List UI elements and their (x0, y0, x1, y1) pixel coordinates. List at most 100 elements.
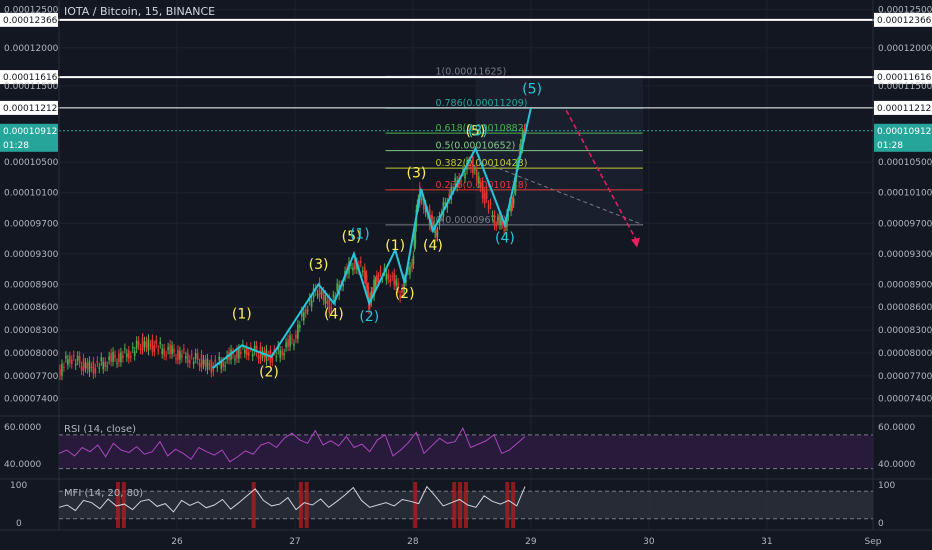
candle-body (489, 203, 492, 205)
candle-body (202, 359, 205, 365)
candle-body (257, 355, 260, 360)
candle-body (129, 356, 132, 358)
projection-dashed-line[interactable] (478, 160, 644, 226)
rsi-right-lower-label: 40.0000 (878, 460, 915, 470)
mfi-label: MFI (14, 20, 80) (64, 488, 143, 499)
x-tick-label: 28 (407, 537, 419, 547)
candle-body (210, 359, 213, 373)
candle-body (519, 143, 522, 154)
candle-body (157, 349, 160, 351)
y-tick-label-left: 0.00008000 (4, 349, 59, 359)
candle-body (370, 291, 373, 302)
candle-body (318, 282, 321, 298)
candle-body (297, 324, 299, 339)
fibonacci-retracement[interactable]: 1(0.00011625) 0.786(0.00011209) 0.618(0.00… (385, 66, 643, 226)
projection-arrow-head (631, 237, 641, 248)
wave-label-yellow: (5) (342, 229, 362, 245)
candle-body (376, 275, 378, 283)
wave-label-cyan: (1) (350, 227, 370, 243)
y-tick-label-right: 0.00010100 (878, 189, 932, 199)
fib-level-label: 0(0.00009679) (435, 215, 506, 226)
level-price-tag (0, 100, 58, 115)
candle-body (412, 256, 415, 265)
mfi-overbought-marker (304, 482, 309, 528)
candle-body (74, 363, 77, 366)
candle-body (271, 356, 274, 362)
candle-body (495, 225, 498, 227)
candle-body (116, 362, 118, 364)
y-tick-label-left: 0.00010500 (4, 158, 59, 168)
candle-body (149, 344, 152, 346)
level-price-tag (874, 100, 932, 115)
candle-body (497, 218, 499, 221)
candle-body (403, 278, 405, 293)
mfi-line[interactable] (58, 485, 526, 513)
candle-body (59, 368, 61, 376)
candle-body (393, 273, 396, 286)
candle-body (82, 358, 85, 372)
candle-body (420, 198, 423, 201)
projection-arrow-line[interactable] (565, 109, 638, 242)
rsi-panel[interactable] (58, 426, 873, 470)
candle-body (350, 264, 352, 266)
y-tick-label-right: 0.00011500 (878, 82, 932, 92)
candle-body (389, 278, 392, 283)
candle-body (336, 283, 339, 291)
horizontal-levels[interactable]: 0.00012366 0.00012366 0.00011616 0.00011616… (0, 12, 932, 152)
candle-body (108, 356, 110, 360)
rsi-line[interactable] (58, 426, 526, 463)
candle-body (137, 340, 140, 346)
candle-body (481, 181, 484, 199)
candle-body (143, 341, 146, 348)
candle-body (76, 355, 79, 361)
candle-body (479, 182, 482, 188)
elliott-wave-path[interactable] (211, 107, 532, 370)
candle-body (433, 220, 435, 223)
candle-body (491, 214, 494, 217)
mfi-left-upper-label: 100 (10, 481, 27, 491)
fib-level-label: 0.786(0.00011209) (435, 98, 527, 109)
price-axis[interactable]: 0.00012500 0.00012500 0.00012000 0.00012000… (4, 6, 932, 405)
level-price-tag-text-left: 0.00011616 (3, 73, 58, 83)
y-tick-label-left: 0.00007700 (4, 372, 59, 382)
y-tick-label-right: 0.00012500 (878, 6, 932, 16)
candle-body (133, 351, 136, 357)
candle-body (330, 307, 333, 309)
wave-polyline[interactable] (211, 107, 532, 370)
fib-level-label: 0.5(0.00010652) (435, 141, 515, 152)
rsi-band (59, 434, 873, 469)
candle-body (218, 356, 221, 361)
wave-label-yellow: (2) (395, 286, 415, 302)
candle-body (114, 354, 116, 358)
candle-body (194, 353, 197, 359)
candle-body (485, 191, 488, 199)
y-tick-label-left: 0.00011500 (4, 82, 59, 92)
candle-body (302, 312, 305, 321)
candle-body (104, 361, 107, 367)
candle-body (483, 192, 486, 204)
y-tick-label-right: 0.00007400 (878, 395, 932, 405)
x-tick-label: 31 (761, 537, 772, 547)
candle-body (510, 204, 512, 212)
candle-body (301, 311, 303, 317)
projection-arrows[interactable] (478, 109, 644, 248)
candle-body (371, 291, 374, 294)
time-axis[interactable]: 26 27 28 29 30 31 Sep (171, 537, 882, 547)
candle-body (361, 270, 364, 273)
candle-body (198, 363, 201, 367)
candle-body (511, 201, 514, 207)
candle-body (354, 258, 356, 270)
level-price-tag-text-right: 0.00012366 (877, 16, 932, 26)
candle-body (206, 358, 209, 370)
candle-body (165, 355, 167, 357)
candle-body (373, 279, 375, 297)
mfi-panel[interactable] (58, 482, 873, 528)
x-tick-label: 30 (643, 537, 655, 547)
candle-body (520, 143, 523, 146)
candle-body (240, 351, 242, 355)
candle-body (507, 215, 510, 217)
level-price-tag (874, 70, 932, 85)
candle-body (413, 235, 416, 247)
candle-body (112, 351, 114, 362)
